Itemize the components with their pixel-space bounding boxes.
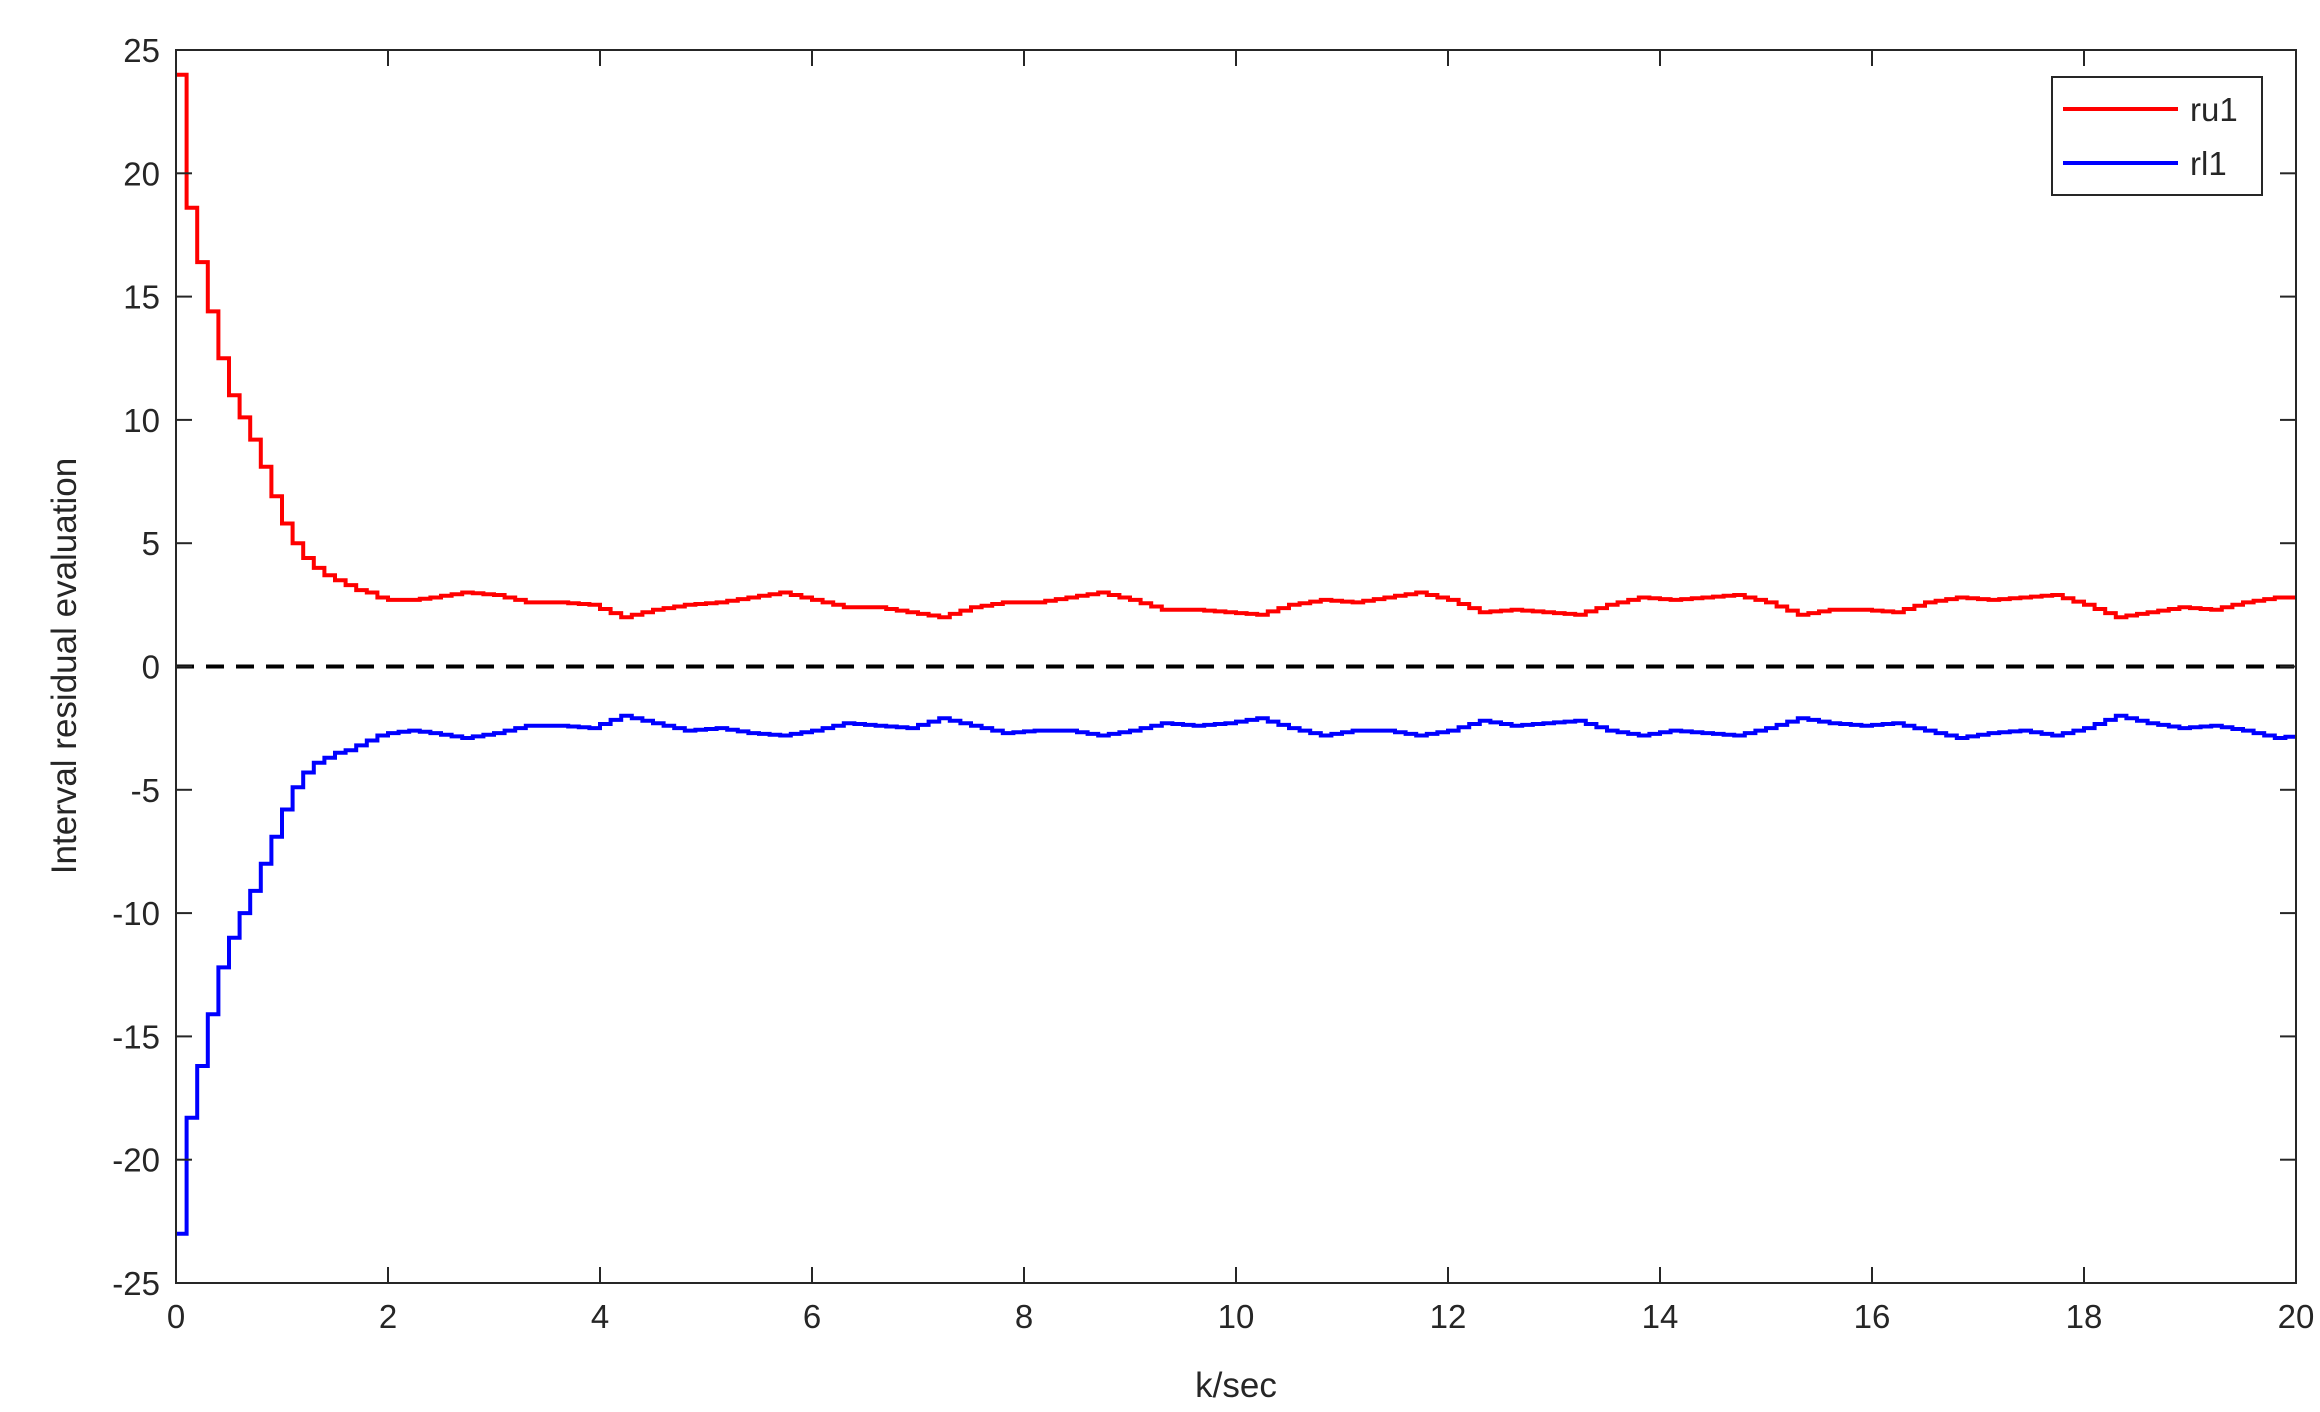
x-tick-label: 20 (2278, 1298, 2315, 1335)
legend-label-rl1: rl1 (2190, 145, 2227, 182)
legend: ru1 rl1 (2051, 76, 2263, 196)
x-tick-label: 12 (1430, 1298, 1467, 1335)
y-tick-label: 5 (142, 525, 160, 562)
x-tick-label: 8 (1015, 1298, 1033, 1335)
x-tick-label: 4 (591, 1298, 609, 1335)
x-tick-label: 2 (379, 1298, 397, 1335)
y-tick-label: -10 (112, 895, 160, 932)
x-tick-label: 16 (1854, 1298, 1891, 1335)
y-tick-label: -15 (112, 1018, 160, 1055)
y-tick-label: -20 (112, 1142, 160, 1179)
y-axis-label: Interval residual evaluation (45, 458, 84, 874)
y-tick-label: -5 (131, 772, 160, 809)
legend-label-ru1: ru1 (2190, 91, 2238, 128)
x-tick-label: 0 (167, 1298, 185, 1335)
tick-layer: 0 2 4 6 8 10 12 14 16 18 20 -25 -20 -15 -10 -5 0 5 10 15 20 2… (112, 32, 2314, 1335)
x-axis-label: k/sec (1195, 1366, 1277, 1405)
plot-area (176, 72, 2296, 1236)
y-tick-label: 20 (123, 155, 160, 192)
legend-box (2051, 76, 2263, 196)
series-line-rl1 (176, 713, 2296, 1236)
y-tick-label: 15 (123, 279, 160, 316)
x-tick-label: 18 (2066, 1298, 2103, 1335)
y-tick-label: 10 (123, 402, 160, 439)
x-tick-label: 10 (1218, 1298, 1255, 1335)
y-tick-label: 0 (142, 649, 160, 686)
y-tick-label: -25 (112, 1265, 160, 1302)
y-tick-label: 25 (123, 32, 160, 69)
x-tick-label: 14 (1642, 1298, 1679, 1335)
series-layer (176, 72, 2296, 1236)
series-line-ru1 (176, 72, 2296, 620)
x-tick-label: 6 (803, 1298, 821, 1335)
